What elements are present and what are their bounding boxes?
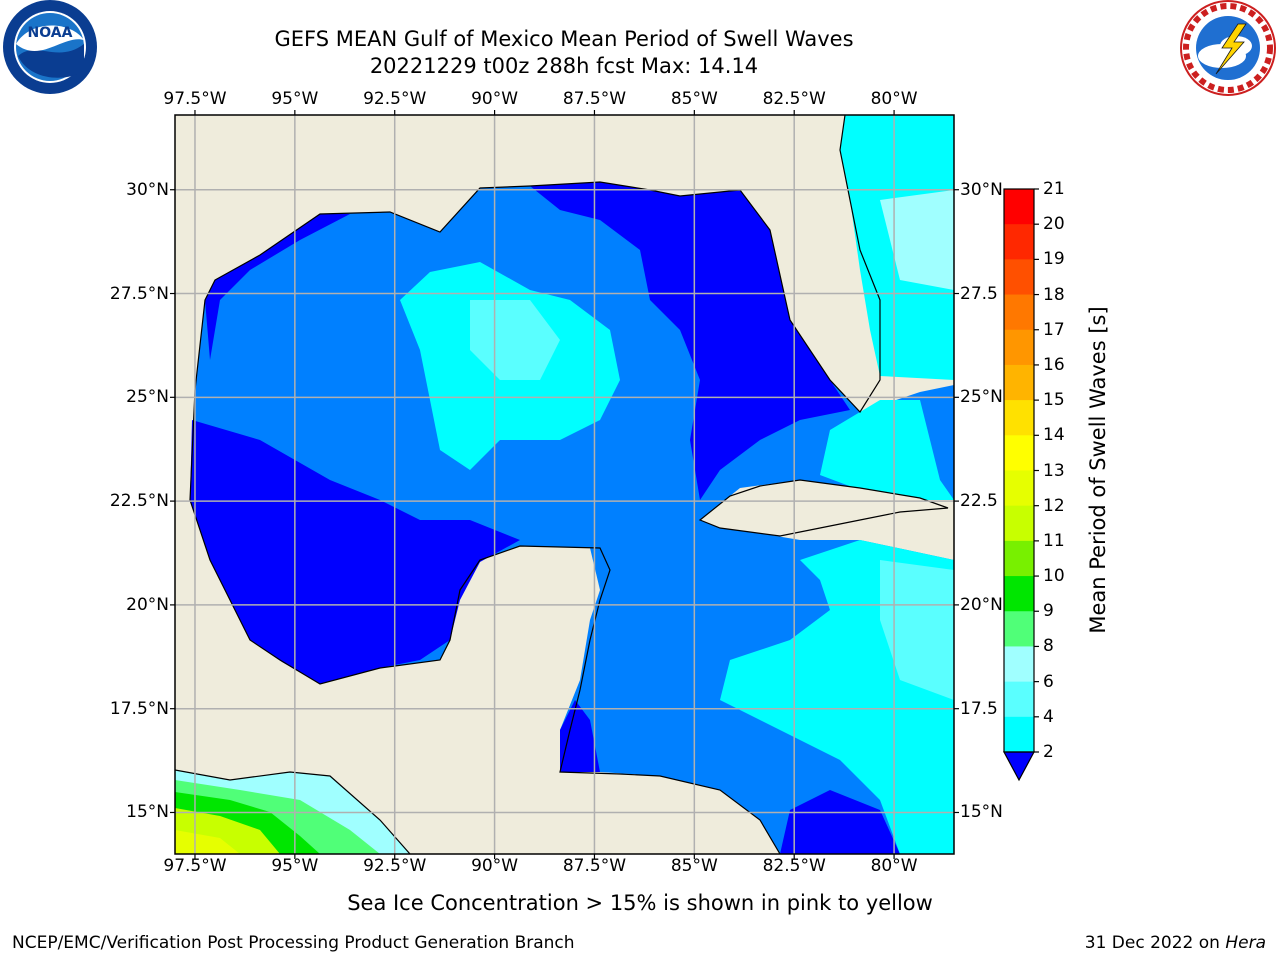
- x-tick-label-top: 85°W: [670, 89, 718, 109]
- x-tick-label-bottom: 82.5°W: [762, 856, 826, 876]
- colorbar-swatch: [1004, 716, 1034, 753]
- footer-date: 31 Dec 2022 on Hera: [1085, 933, 1266, 953]
- colorbar-tick-label: 4: [1043, 706, 1054, 727]
- colorbar-swatch: [1004, 576, 1034, 612]
- colorbar-swatch: [1004, 294, 1034, 331]
- colorbar-tick-label: 2: [1043, 742, 1054, 762]
- x-tick-label-top: 92.5°W: [363, 89, 427, 109]
- colorbar-swatch: [1004, 259, 1034, 296]
- colorbar-swatch: [1004, 224, 1034, 260]
- y-tick-label-right: 15°N: [960, 802, 1003, 823]
- x-tick-label-top: 97.5°W: [163, 89, 227, 109]
- map-subtitle: 20221229 t00z 288h fcst Max: 14.14: [369, 54, 759, 78]
- y-tick-label-right: 25°N: [960, 387, 1003, 408]
- colorbar-swatch: [1004, 540, 1034, 577]
- colorbar-tick-label: 20: [1043, 214, 1065, 235]
- noaa-logo: NOAA: [3, 0, 97, 94]
- footer-credit: NCEP/EMC/Verification Post Processing Pr…: [12, 933, 575, 953]
- y-tick-label-left: 30°N: [126, 179, 169, 200]
- y-tick-label-right: 20°N: [960, 594, 1003, 615]
- colorbar-swatch: [1004, 470, 1034, 507]
- footer-date-text: 31 Dec 2022 on: [1084, 933, 1226, 953]
- y-tick-label-left: 22.5°N: [109, 491, 169, 512]
- y-tick-label-left: 25°N: [126, 387, 169, 408]
- colorbar-tick-label: 11: [1043, 530, 1065, 551]
- colorbar-swatch: [1004, 435, 1034, 471]
- swell-field: [175, 115, 954, 854]
- y-tick-label-right: 22.5: [960, 491, 998, 512]
- nws-logo: [1180, 0, 1276, 96]
- colorbar-tick-label: 6: [1043, 671, 1054, 692]
- sea-ice-note: Sea Ice Concentration > 15% is shown in …: [347, 891, 933, 915]
- colorbar: [1002, 188, 1039, 782]
- colorbar-swatch: [1004, 364, 1034, 401]
- colorbar-tick-label: 10: [1043, 566, 1065, 587]
- y-tick-label-left: 17.5°N: [109, 698, 169, 719]
- x-tick-label-top: 80°W: [870, 89, 918, 109]
- x-tick-label-bottom: 95°W: [271, 856, 319, 876]
- colorbar-swatch: [1004, 646, 1034, 683]
- x-tick-label-top: 87.5°W: [562, 89, 627, 109]
- colorbar-tick-label: 15: [1043, 390, 1065, 411]
- y-tick-label-left: 27.5°N: [109, 283, 169, 304]
- colorbar-swatch: [1004, 329, 1034, 366]
- colorbar-swatch: [1004, 505, 1034, 542]
- y-tick-label-right: 30°N: [960, 179, 1003, 200]
- colorbar-tick-label: 8: [1043, 636, 1054, 657]
- colorbar-tick-label: 16: [1043, 354, 1065, 375]
- colorbar-tick-label: 19: [1043, 249, 1065, 270]
- footer-host: Hera: [1225, 933, 1266, 953]
- x-tick-label-bottom: 92.5°W: [363, 856, 427, 876]
- map-title: GEFS MEAN Gulf of Mexico Mean Period of …: [274, 27, 854, 51]
- colorbar-under-arrow: [1002, 751, 1036, 782]
- x-tick-label-bottom: 90°W: [471, 856, 519, 876]
- colorbar-swatch: [1004, 400, 1034, 436]
- map-frame: [174, 114, 955, 855]
- y-tick-label-left: 15°N: [126, 802, 169, 823]
- colorbar-tick-label: 9: [1043, 601, 1054, 622]
- colorbar-tick-label: 21: [1043, 179, 1065, 199]
- colorbar-label: Mean Period of Swell Waves [s]: [1086, 306, 1110, 634]
- colorbar-swatch: [1004, 611, 1034, 647]
- colorbar-tick-label: 17: [1043, 319, 1065, 340]
- y-tick-label-right: 17.5: [960, 698, 998, 719]
- x-tick-label-bottom: 87.5°W: [562, 856, 627, 876]
- x-tick-label-top: 90°W: [471, 89, 519, 109]
- noaa-logo-text: NOAA: [28, 25, 73, 41]
- x-tick-label-top: 82.5°W: [762, 89, 826, 109]
- colorbar-tick-label: 13: [1043, 460, 1065, 481]
- graticule: [175, 115, 954, 854]
- colorbar-tick-label: 14: [1043, 425, 1065, 446]
- x-tick-label-bottom: 97.5°W: [163, 856, 227, 876]
- x-tick-label-top: 95°W: [271, 89, 319, 109]
- x-tick-label-bottom: 85°W: [670, 856, 718, 876]
- y-tick-label-left: 20°N: [126, 594, 169, 615]
- colorbar-swatch: [1004, 189, 1034, 225]
- colorbar-tick-label: 12: [1043, 495, 1065, 516]
- y-tick-label-right: 27.5: [960, 283, 998, 304]
- colorbar-swatch: [1004, 681, 1034, 718]
- colorbar-tick-label: 18: [1043, 284, 1065, 305]
- x-tick-label-bottom: 80°W: [870, 856, 918, 876]
